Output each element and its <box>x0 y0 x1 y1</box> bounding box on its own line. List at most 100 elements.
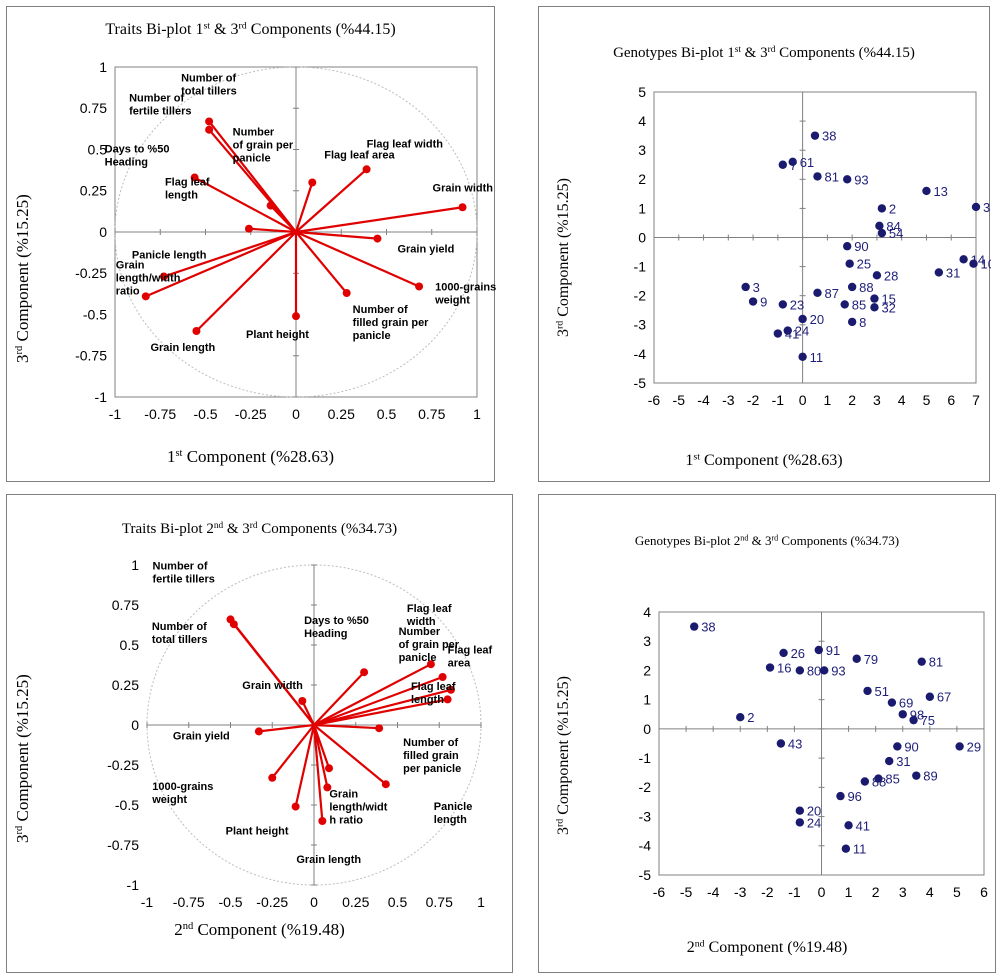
x-tick-label: 5 <box>923 392 931 408</box>
trait-vector <box>145 230 297 298</box>
trait-label: Grain width <box>242 680 303 692</box>
y-tick-label: 1 <box>638 200 646 216</box>
genotype-point <box>836 791 845 801</box>
trait-label: Flag leaf length <box>411 681 456 706</box>
genotype-point <box>773 329 783 338</box>
genotype-label: 29 <box>967 739 981 754</box>
y-tick-label: -3 <box>639 808 652 824</box>
genotype-label: 7 <box>790 158 797 173</box>
genotype-label: 81 <box>929 655 943 670</box>
x-tick-label: -6 <box>653 884 666 900</box>
trait-label: Plant height <box>226 826 289 838</box>
genotype-label: 2 <box>747 710 754 725</box>
x-tick-label: -0.75 <box>173 894 205 910</box>
y-tick-label: 0 <box>131 717 139 733</box>
trait-vector <box>208 128 297 233</box>
trait-point <box>458 203 467 212</box>
trait-label: Flag leaf area <box>324 150 395 162</box>
genotype-label: 80 <box>807 663 821 678</box>
trait-label: Flag leaf length <box>165 177 210 202</box>
trait-label: 1000-grains weight <box>151 781 213 806</box>
genotype-point <box>847 282 857 292</box>
genotype-label: 90 <box>854 239 868 254</box>
trait-label-line: Grain yield <box>397 244 454 256</box>
y-tick-label: 0.5 <box>120 637 140 653</box>
genotype-point <box>748 297 758 306</box>
x-axis-label: 1st Component (%28.63) <box>685 451 843 469</box>
traits-biplot-1-3-panel: Traits Bi-plot 1st & 3rd Components (%44… <box>6 6 496 482</box>
x-tick-label: -1 <box>109 406 122 422</box>
genotype-label: 67 <box>937 690 951 705</box>
genotype-label: 38 <box>701 620 715 635</box>
genotype-point <box>844 821 853 830</box>
genotype-point <box>969 259 978 268</box>
trait-point <box>342 289 351 298</box>
trait-vector <box>163 230 297 278</box>
genotype-label: 41 <box>785 327 799 342</box>
x-tick-label: -0.25 <box>235 406 267 422</box>
trait-label: Grain width <box>433 182 494 194</box>
x-axis-label: 1st Component (%28.63) <box>166 447 335 466</box>
x-tick-label: -3 <box>734 884 747 900</box>
y-tick-label: 4 <box>643 604 651 620</box>
genotype-label: 51 <box>875 684 889 699</box>
trait-label: Number of filled grain per panicle <box>353 304 430 342</box>
y-tick-label: -2 <box>639 779 652 795</box>
trait-vector <box>194 176 297 233</box>
trait-vector <box>313 663 432 726</box>
trait-label-line: panicle <box>233 153 271 165</box>
trait-label-line: Number of <box>129 93 184 105</box>
trait-label-line: filled grain <box>403 750 459 762</box>
genotype-point <box>810 131 820 140</box>
trait-label-line: Flag leaf <box>165 177 210 189</box>
trait-label-line: filled grain per <box>353 317 430 329</box>
trait-label-line: length <box>434 814 467 826</box>
y-tick-label: -0.75 <box>107 837 139 853</box>
trait-label-line: Days to %50 <box>304 615 369 627</box>
trait-label: Grain length <box>296 854 361 866</box>
genotype-point <box>912 771 921 780</box>
trait-vector <box>232 623 315 726</box>
trait-label-line: Number of <box>153 560 208 572</box>
trait-label-line: length/width <box>116 272 181 284</box>
trait-label-line: Flag leaf <box>448 644 493 656</box>
trait-label-line: Flag leaf <box>411 681 456 693</box>
y-tick-label: -0.5 <box>83 306 107 322</box>
x-tick-label: 0.25 <box>328 406 355 422</box>
trait-label-line: length <box>165 190 198 202</box>
y-tick-label: -2 <box>634 288 647 304</box>
trait-point <box>298 697 307 705</box>
y-tick-label: -5 <box>639 867 652 883</box>
trait-label: Number of fertile tillers <box>129 93 191 118</box>
genotype-label: 91 <box>826 643 840 658</box>
x-tick-label: -6 <box>648 392 661 408</box>
genotype-point <box>765 663 775 672</box>
trait-label: Number of total tillers <box>181 72 237 97</box>
genotype-label: 41 <box>856 818 870 833</box>
y-tick-label: 0.25 <box>80 183 107 199</box>
trait-vector <box>269 204 297 233</box>
genotype-point <box>845 259 854 268</box>
genotype-label: 93 <box>854 172 868 187</box>
y-tick-label: -5 <box>634 375 647 391</box>
y-tick-label: 3 <box>643 633 651 649</box>
genotype-point <box>788 157 797 167</box>
trait-point <box>141 292 150 301</box>
genotype-label: 10 <box>981 257 991 272</box>
trait-point <box>292 312 300 321</box>
trait-label-line: 1000-grains <box>435 281 496 293</box>
genotype-point <box>917 657 926 666</box>
y-tick-label: 0.75 <box>80 100 107 116</box>
trait-label-line: total tillers <box>152 634 208 646</box>
genotype-label: 8 <box>859 315 866 330</box>
trait-point <box>373 234 382 243</box>
x-tick-label: 1 <box>823 392 831 408</box>
genotypes-biplot-2-3-panel: Genotypes Bi-plot 2nd & 3rd Components (… <box>538 494 996 973</box>
trait-point <box>443 695 452 704</box>
x-tick-label: -1 <box>788 884 801 900</box>
x-tick-label: -0.5 <box>218 894 242 910</box>
x-tick-label: -4 <box>707 884 720 900</box>
genotype-point <box>776 739 786 748</box>
trait-label-line: Number <box>399 626 441 638</box>
y-tick-label: -0.25 <box>107 757 139 773</box>
